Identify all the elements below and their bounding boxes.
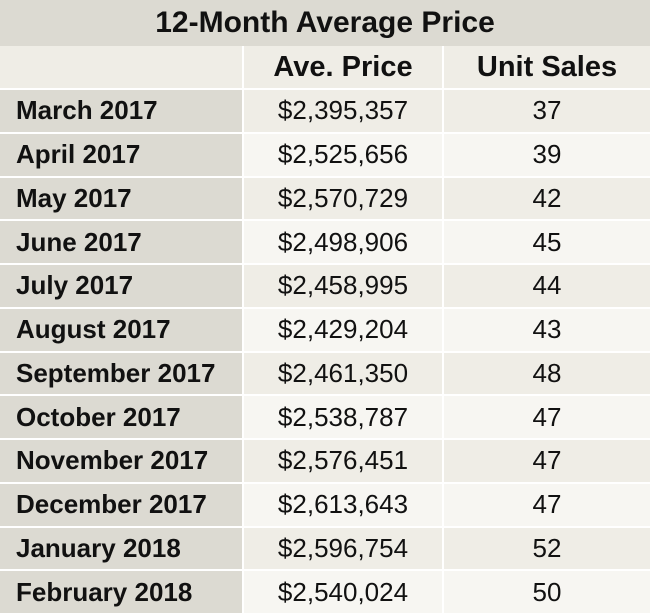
table-row: October 2017 $2,538,787 47 <box>0 396 650 440</box>
table-row: May 2017 $2,570,729 42 <box>0 177 650 222</box>
row-month-cell: October 2017 <box>0 396 244 440</box>
table-row: March 2017 $2,395,357 37 <box>0 90 650 134</box>
row-sales-cell: 50 <box>444 571 650 615</box>
row-sales-cell: 37 <box>444 90 650 134</box>
row-price-cell: $2,429,204 <box>244 308 444 353</box>
table-row: November 2017 $2,576,451 47 <box>0 440 650 484</box>
row-sales-cell: 43 <box>444 308 650 353</box>
row-sales-cell: 39 <box>444 133 650 178</box>
table-row: August 2017 $2,429,204 43 <box>0 308 650 353</box>
table-row: February 2018 $2,540,024 50 <box>0 571 650 615</box>
row-price-cell: $2,570,729 <box>244 177 444 222</box>
row-month-cell: July 2017 <box>0 265 244 309</box>
table-row: September 2017 $2,461,350 48 <box>0 352 650 397</box>
table-row: April 2017 $2,525,656 39 <box>0 133 650 178</box>
header-unit-sales: Unit Sales <box>444 46 650 90</box>
row-month-cell: November 2017 <box>0 440 244 484</box>
row-month-cell: September 2017 <box>0 352 244 397</box>
header-month <box>0 46 244 90</box>
table-row: January 2018 $2,596,754 52 <box>0 527 650 572</box>
row-sales-cell: 47 <box>444 396 650 440</box>
row-month-cell: April 2017 <box>0 133 244 178</box>
row-month-cell: August 2017 <box>0 308 244 353</box>
row-price-cell: $2,613,643 <box>244 483 444 528</box>
row-sales-cell: 48 <box>444 352 650 397</box>
row-price-cell: $2,538,787 <box>244 396 444 440</box>
row-price-cell: $2,461,350 <box>244 352 444 397</box>
row-month-cell: January 2018 <box>0 527 244 572</box>
row-month-cell: March 2017 <box>0 90 244 134</box>
row-sales-cell: 42 <box>444 177 650 222</box>
header-ave-price: Ave. Price <box>244 46 444 90</box>
row-sales-cell: 44 <box>444 265 650 309</box>
row-price-cell: $2,576,451 <box>244 440 444 484</box>
table-row: December 2017 $2,613,643 47 <box>0 483 650 528</box>
row-price-cell: $2,395,357 <box>244 90 444 134</box>
row-sales-cell: 47 <box>444 440 650 484</box>
row-month-cell: December 2017 <box>0 483 244 528</box>
header-row: Ave. Price Unit Sales <box>0 46 650 90</box>
table-row: July 2017 $2,458,995 44 <box>0 265 650 309</box>
row-sales-cell: 52 <box>444 527 650 572</box>
row-price-cell: $2,525,656 <box>244 133 444 178</box>
table-title: 12-Month Average Price <box>0 0 650 46</box>
row-price-cell: $2,498,906 <box>244 221 444 265</box>
table-row: June 2017 $2,498,906 45 <box>0 221 650 265</box>
row-price-cell: $2,596,754 <box>244 527 444 572</box>
row-sales-cell: 45 <box>444 221 650 265</box>
row-month-cell: June 2017 <box>0 221 244 265</box>
row-month-cell: May 2017 <box>0 177 244 222</box>
row-sales-cell: 47 <box>444 483 650 528</box>
row-month-cell: February 2018 <box>0 571 244 615</box>
row-price-cell: $2,458,995 <box>244 265 444 309</box>
row-price-cell: $2,540,024 <box>244 571 444 615</box>
